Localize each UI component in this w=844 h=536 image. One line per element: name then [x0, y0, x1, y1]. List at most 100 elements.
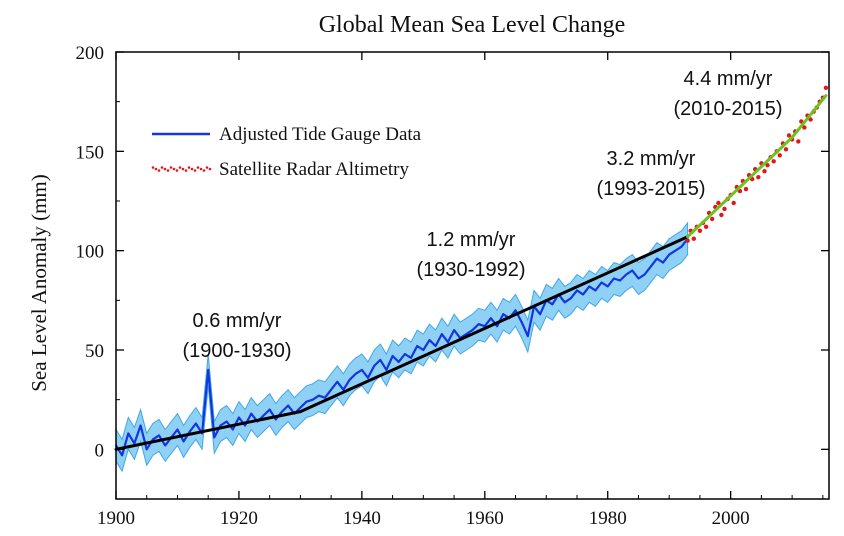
- tide-gauge-point: [391, 355, 394, 357]
- tide-gauge-point: [373, 365, 376, 367]
- tide-gauge-point: [262, 414, 265, 417]
- legend-satellite-dot: [187, 166, 191, 169]
- legend-satellite-dot: [172, 167, 176, 171]
- legend-satellite-dot: [205, 166, 209, 169]
- tide-gauge-point: [526, 335, 529, 337]
- legend-satellite-dot: [190, 167, 194, 171]
- tide-gauge-point: [176, 428, 179, 431]
- y-axis-label: Sea Level Anomaly (mm): [27, 174, 51, 392]
- tide-gauge-point: [502, 313, 505, 316]
- tide-gauge-point: [336, 380, 339, 383]
- tide-gauge-point: [625, 273, 628, 276]
- annotation-trend-2010-2015: 4.4 mm/yr (2010-2015): [674, 68, 783, 120]
- tide-gauge-point: [145, 448, 148, 451]
- satellite-point: [823, 85, 829, 91]
- x-tick-label: 2000: [712, 508, 750, 529]
- annotation-rate: 3.2 mm/yr: [607, 148, 696, 170]
- satellite-point: [703, 224, 709, 229]
- y-tick-label: 0: [95, 440, 105, 461]
- tide-gauge-point: [311, 398, 314, 401]
- satellite-point: [762, 169, 767, 174]
- tide-gauge-point: [330, 388, 332, 391]
- tide-gauge-point: [158, 434, 160, 437]
- tide-gauge-point: [182, 440, 185, 443]
- tide-gauge-point: [465, 333, 468, 335]
- satellite-point: [685, 238, 690, 243]
- legend-satellite-dot: [196, 166, 200, 169]
- tide-gauge-point: [385, 369, 388, 371]
- x-tick-label: 1980: [589, 508, 627, 529]
- satellite-point: [802, 125, 807, 130]
- annotation-rate: 4.4 mm/yr: [684, 68, 773, 90]
- tide-gauge-point: [219, 424, 222, 427]
- tide-gauge-point: [127, 432, 130, 435]
- y-tick-label: 100: [76, 242, 105, 263]
- satellite-point: [765, 163, 770, 168]
- tide-gauge-point: [231, 428, 234, 431]
- tide-gauge-point: [496, 325, 498, 328]
- tide-gauge-point: [348, 378, 351, 381]
- tide-gauge-point: [404, 353, 406, 355]
- tide-gauge-point: [680, 245, 683, 248]
- tide-gauge-point: [471, 329, 474, 331]
- tide-gauge-point: [539, 313, 541, 316]
- tide-gauge-point: [576, 289, 578, 292]
- x-tick-label: 1900: [97, 508, 135, 529]
- tide-gauge-point: [613, 277, 615, 280]
- tide-gauge-point: [379, 359, 382, 361]
- legend-satellite-dot: [202, 169, 206, 172]
- legend-satellite-dot: [184, 169, 188, 172]
- tide-gauge-point: [195, 422, 197, 425]
- trend-lines-layer: [114, 94, 828, 451]
- tide-gauge-point: [324, 396, 326, 399]
- tide-gauge-point: [514, 309, 517, 312]
- legend-satellite-dot: [154, 167, 158, 171]
- tide-gauge-point: [164, 444, 167, 447]
- tide-gauge-point: [244, 424, 247, 427]
- tide-gauge-point: [367, 376, 369, 379]
- x-tick-label: 1920: [220, 508, 258, 529]
- tide-gauge-point: [287, 404, 289, 407]
- legend-satellite-dot: [157, 169, 161, 172]
- x-tick-label: 1960: [466, 508, 504, 529]
- y-tick-label: 200: [76, 43, 105, 64]
- trend-line-1930-1992: [298, 235, 690, 414]
- satellite-point: [771, 159, 776, 164]
- legend-satellite-dot: [169, 166, 173, 169]
- tide-gauge-point: [563, 301, 566, 304]
- trend-line-1993-2015: [686, 135, 794, 239]
- x-tick-label: 1940: [343, 508, 381, 529]
- tide-gauge-point: [250, 412, 253, 415]
- legend-satellite-dot: [199, 167, 203, 171]
- legend-satellite-dot: [178, 166, 182, 169]
- annotation-rate: 1.2 mm/yr: [427, 229, 516, 251]
- tide-gauge-point: [274, 418, 277, 421]
- tide-gauge-point: [606, 285, 609, 288]
- tide-gauge-point: [213, 436, 216, 439]
- tide-gauge-point: [152, 438, 154, 441]
- tide-gauge-point: [619, 279, 621, 282]
- annotation-trend-1993-2015: 3.2 mm/yr (1993-2015): [597, 148, 706, 200]
- satellite-point: [710, 216, 715, 222]
- tide-gauge-point: [662, 261, 664, 264]
- annotation-trend-1930-1992: 1.2 mm/yr (1930-1992): [417, 229, 526, 281]
- tide-gauge-point: [299, 406, 302, 409]
- legend-satellite-dot: [175, 169, 179, 172]
- legend-satellite-dot: [163, 167, 167, 171]
- tide-gauge-point: [410, 357, 412, 359]
- tide-gauge-point: [268, 408, 271, 411]
- satellite-point: [808, 117, 813, 122]
- tide-gauge-point: [342, 388, 345, 391]
- legend-satellite-dot: [181, 167, 185, 171]
- legend-satellite-dot: [166, 169, 170, 172]
- tide-gauge-point: [305, 400, 308, 403]
- annotation-trend-1900-1930: 0.6 mm/yr (1900-1930): [183, 310, 292, 362]
- tide-gauge-point: [594, 289, 597, 292]
- legend-satellite-dot: [208, 167, 212, 171]
- tide-gauge-point: [397, 361, 400, 363]
- annotation-period: (1900-1930): [183, 340, 292, 362]
- uncertainty-band-layer: [115, 221, 689, 473]
- axes-layer: 1900 1920 1940 1960 1980 2000 0 50 100 150 200: [76, 43, 829, 529]
- tide-gauge-point: [649, 265, 652, 268]
- satellite-point: [783, 147, 789, 152]
